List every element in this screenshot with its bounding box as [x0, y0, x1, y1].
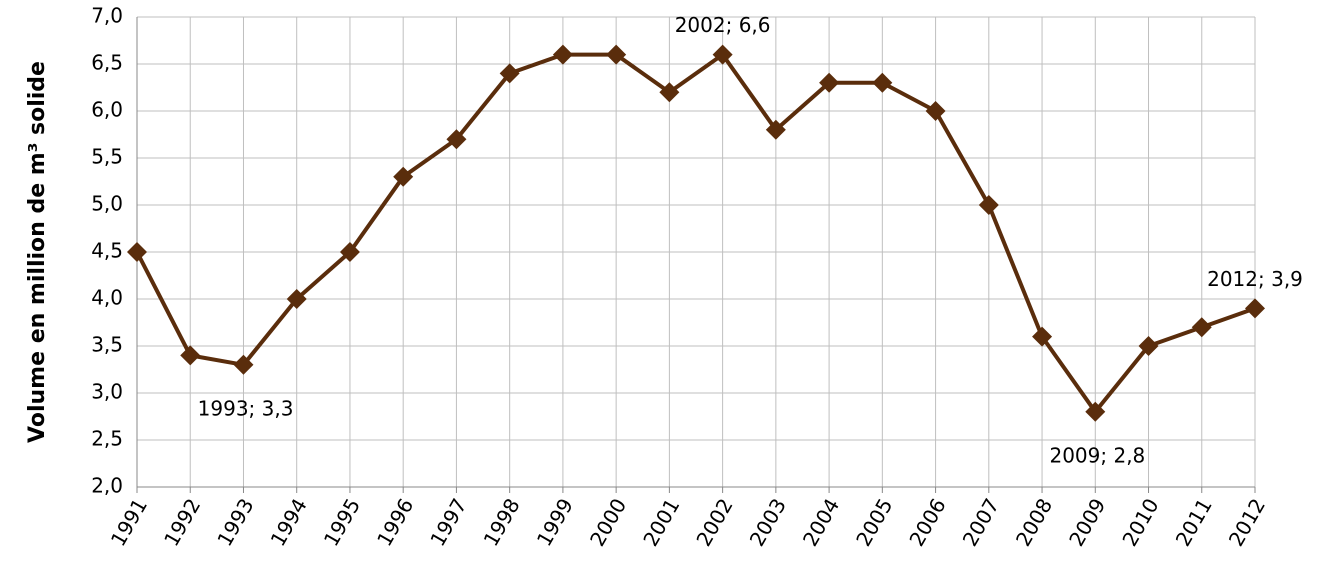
y-tick-label: 4,5: [91, 239, 123, 263]
y-tick-label: 4,0: [91, 286, 123, 310]
x-tick-label: 2011: [1171, 494, 1217, 550]
marker: [1032, 326, 1053, 347]
y-tick-label: 5,5: [91, 145, 123, 169]
y-axis-label: Volume en million de m³ solide: [25, 61, 50, 443]
data-label: 1993; 3,3: [198, 396, 294, 420]
x-tick-label: 2004: [798, 494, 844, 550]
x-tick-label: 1993: [212, 494, 258, 550]
y-tick-label: 2,0: [91, 474, 123, 498]
x-tick-label: 2009: [1064, 494, 1110, 550]
marker: [1085, 401, 1106, 422]
x-tick-label: 1995: [319, 494, 365, 550]
x-tick-label: 1994: [266, 494, 312, 550]
x-tick-label: 1996: [372, 494, 418, 550]
x-tick-label: 1998: [479, 494, 525, 550]
marker: [872, 72, 893, 93]
marker: [712, 44, 733, 65]
marker: [339, 242, 360, 262]
y-tick-label: 3,5: [91, 333, 123, 357]
line: [135, 52, 1256, 414]
y-tick-label: 7,0: [91, 4, 123, 28]
marker: [1138, 336, 1159, 356]
x-tick-label: 2000: [585, 494, 631, 550]
marker: [233, 354, 254, 375]
x-tick-label: 1999: [532, 494, 578, 550]
marker: [180, 345, 201, 366]
marker: [978, 195, 999, 215]
x-tick-label: 1997: [425, 494, 471, 550]
marker: [499, 63, 520, 84]
marker: [446, 129, 467, 150]
marker: [552, 44, 573, 65]
x-tick-label: 2007: [958, 494, 1004, 550]
marker: [127, 242, 147, 262]
x-tick-label: 1991: [106, 494, 152, 550]
y-tick-label: 6,0: [91, 98, 123, 122]
x-tick-label: 1992: [159, 494, 205, 550]
x-tick-label: 2005: [851, 494, 897, 550]
y-tick-label: 6,5: [91, 51, 123, 75]
marker: [659, 82, 680, 103]
x-tick-label: 2012: [1224, 494, 1270, 550]
marker: [925, 101, 946, 121]
data-label: 2002; 6,6: [675, 13, 771, 37]
marker: [1245, 298, 1265, 319]
data-label: 2012; 3,9: [1207, 267, 1303, 291]
x-tick-label: 2008: [1011, 494, 1057, 550]
x-tick-label: 2003: [745, 494, 791, 550]
x-tick-label: 2010: [1117, 494, 1163, 550]
x-tick-label: 2001: [638, 494, 684, 550]
data-label: 2009; 2,8: [1049, 443, 1145, 467]
x-tick-label: 2006: [904, 494, 950, 550]
marker: [1191, 317, 1212, 338]
x-tick-label: 2002: [691, 494, 737, 550]
marker: [393, 166, 414, 187]
marker: [286, 289, 307, 309]
marker: [819, 72, 840, 93]
marker: [606, 44, 627, 65]
y-tick-label: 5,0: [91, 192, 123, 216]
y-tick-label: 2,5: [91, 427, 123, 451]
y-tick-label: 3,0: [91, 380, 123, 404]
marker: [765, 119, 786, 140]
